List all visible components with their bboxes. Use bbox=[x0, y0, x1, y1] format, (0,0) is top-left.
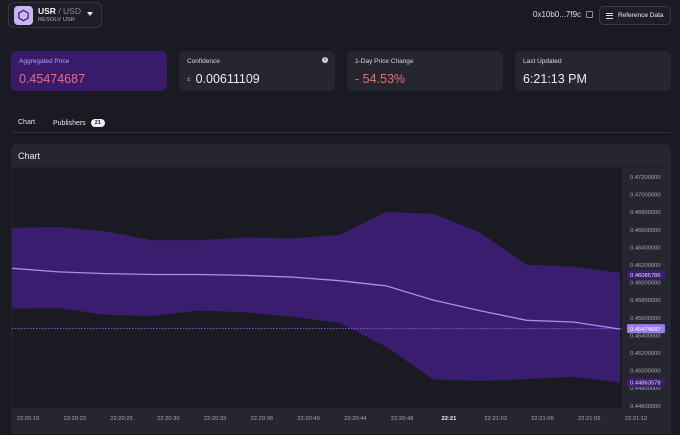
y-tick-label: 0.45200000 bbox=[630, 351, 661, 357]
resolv-logo-icon bbox=[14, 5, 33, 25]
x-tick-label: 22:21:09 bbox=[578, 416, 601, 422]
last-updated-value: 6:21:13 PM bbox=[523, 72, 587, 86]
y-tick-label: 0.45400000 bbox=[630, 333, 661, 339]
x-tick-label: 22:20:40 bbox=[297, 416, 320, 422]
y-tick-label: 0.46200000 bbox=[630, 263, 661, 269]
x-tick-label: 22:20:36 bbox=[251, 416, 274, 422]
price-change-value: - 54.53% bbox=[355, 72, 406, 86]
symbol-name: RESOLV USR bbox=[38, 17, 76, 23]
x-tick-label: 22:20:25 bbox=[110, 416, 133, 422]
price-change-card[interactable]: 1-Day Price Change - 54.53% bbox=[347, 51, 503, 91]
y-tick-label: 0.45600000 bbox=[630, 316, 661, 322]
card-label: Last Updated bbox=[523, 58, 562, 65]
y-tick-label: 0.45800000 bbox=[630, 298, 661, 304]
tab-publishers-label: Publishers bbox=[53, 119, 86, 127]
contract-address[interactable]: 0x10b0...7f9c bbox=[533, 10, 594, 19]
list-icon bbox=[606, 12, 613, 19]
x-tick-label: 22:21:06 bbox=[531, 416, 554, 422]
tab-publishers[interactable]: Publishers 21 bbox=[53, 113, 105, 133]
chevron-down-icon[interactable] bbox=[87, 12, 93, 16]
card-label: 1-Day Price Change bbox=[355, 58, 414, 65]
price-marker-badge bbox=[627, 377, 665, 387]
confidence-band bbox=[12, 212, 620, 383]
price-marker-label: 0.44863578 bbox=[630, 381, 661, 387]
y-tick-label: 0.44600000 bbox=[630, 404, 661, 410]
x-tick-label: 22:20:19 bbox=[17, 416, 40, 422]
panel-divider bbox=[11, 166, 671, 167]
confidence-value: 0.00611109 bbox=[195, 72, 260, 86]
x-tick-label: 22:21:03 bbox=[484, 416, 507, 422]
y-tick-label: 0.46800000 bbox=[630, 210, 661, 216]
card-label: Confidence bbox=[187, 58, 220, 65]
last-updated-card[interactable]: Last Updated 6:21:13 PM bbox=[515, 51, 671, 91]
x-tick-label: 22:20:22 bbox=[63, 416, 86, 422]
price-line bbox=[11, 267, 621, 330]
y-tick-label: 0.45000000 bbox=[630, 369, 661, 375]
price-marker-label: 0.46085786 bbox=[630, 273, 661, 279]
tabs-divider bbox=[11, 132, 671, 133]
y-tick-label: 0.44800000 bbox=[630, 386, 661, 392]
price-marker-badge bbox=[627, 270, 665, 280]
x-tick-label: 22:20:48 bbox=[391, 416, 414, 422]
symbol-selector[interactable]: USR / USD RESOLV USR bbox=[8, 2, 102, 28]
price-marker-badge bbox=[627, 324, 665, 334]
y-tick-label: 0.47200000 bbox=[630, 175, 661, 181]
plus-minus-icon: ± bbox=[187, 75, 191, 83]
aggregated-price-value: 0.45474687 bbox=[19, 72, 86, 86]
x-tick-label: 22:21 bbox=[442, 416, 458, 422]
price-marker-label: 0.45474687 bbox=[630, 327, 661, 333]
symbol-pair: USR / USD bbox=[38, 5, 81, 16]
reference-data-button[interactable]: Reference Data bbox=[599, 6, 671, 25]
x-tick-label: 22:20:33 bbox=[204, 416, 227, 422]
reference-data-label: Reference Data bbox=[618, 12, 664, 19]
panel-title: Chart bbox=[18, 151, 41, 161]
address-text: 0x10b0...7f9c bbox=[533, 10, 582, 19]
x-tick-label: 22:21:12 bbox=[625, 416, 648, 422]
x-tick-label: 22:20:30 bbox=[157, 416, 180, 422]
y-tick-label: 0.47000000 bbox=[630, 193, 661, 199]
y-tick-label: 0.46400000 bbox=[630, 245, 661, 251]
y-tick-label: 0.46600000 bbox=[630, 228, 661, 234]
y-tick-label: 0.46000000 bbox=[630, 281, 661, 287]
info-icon[interactable]: i bbox=[322, 57, 328, 63]
copy-icon[interactable] bbox=[586, 11, 594, 18]
aggregated-price-card[interactable]: Aggregated Price 0.45474687 bbox=[11, 51, 167, 91]
publishers-count-badge: 21 bbox=[90, 119, 105, 127]
x-tick-label: 22:20:44 bbox=[344, 416, 367, 422]
card-label: Aggregated Price bbox=[19, 58, 70, 65]
confidence-card[interactable]: Confidence i ±0.00611109 bbox=[179, 51, 335, 91]
